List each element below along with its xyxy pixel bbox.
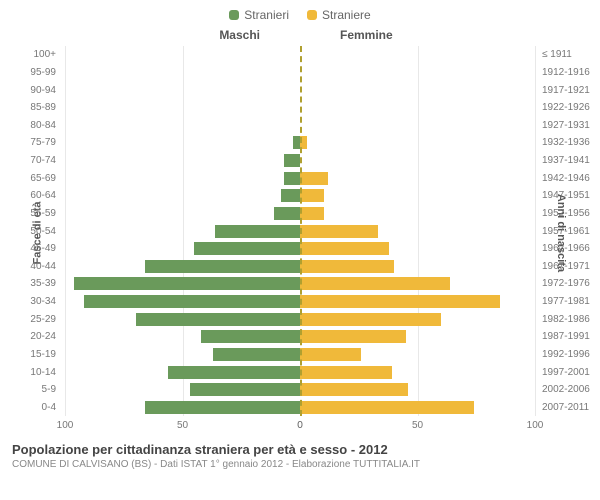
bar-row — [65, 363, 300, 381]
female-bar — [300, 330, 406, 343]
bar-row — [65, 240, 300, 258]
female-bar — [300, 401, 474, 414]
male-bar — [136, 313, 301, 326]
bar-row — [300, 152, 535, 170]
x-axis-left: 100500 — [65, 418, 300, 438]
bar-row — [65, 399, 300, 417]
female-bar — [300, 260, 394, 273]
bar-row — [65, 328, 300, 346]
legend: Stranieri Straniere — [10, 8, 590, 22]
male-header: Maschi — [219, 28, 260, 42]
female-bar — [300, 172, 328, 185]
bar-row — [300, 134, 535, 152]
bar-row — [65, 99, 300, 117]
male-bar — [293, 136, 300, 149]
legend-item-male: Stranieri — [229, 8, 289, 22]
bar-row — [300, 328, 535, 346]
bar-row — [300, 64, 535, 82]
female-bar — [300, 313, 441, 326]
bar-row — [65, 187, 300, 205]
x-tick: 50 — [177, 420, 188, 431]
gridline — [535, 46, 536, 416]
male-bar — [215, 225, 300, 238]
bar-row — [300, 81, 535, 99]
legend-swatch-male — [229, 10, 239, 20]
bar-row — [65, 310, 300, 328]
bar-row — [65, 169, 300, 187]
x-tick: 50 — [412, 420, 423, 431]
bar-row — [65, 64, 300, 82]
x-tick: 100 — [57, 420, 74, 431]
bar-row — [65, 293, 300, 311]
male-bar — [145, 401, 300, 414]
female-bar — [300, 189, 324, 202]
bar-row — [300, 258, 535, 276]
bar-row — [65, 222, 300, 240]
bar-row — [300, 169, 535, 187]
bar-row — [300, 399, 535, 417]
bar-row — [65, 152, 300, 170]
population-pyramid-chart: Stranieri Straniere Fasce di età Anni di… — [0, 0, 600, 500]
bar-row — [300, 99, 535, 117]
bar-row — [65, 81, 300, 99]
bar-row — [300, 205, 535, 223]
male-bar — [194, 242, 300, 255]
bar-row — [300, 222, 535, 240]
x-axis-right: 050100 — [300, 418, 535, 438]
female-bars — [300, 46, 535, 416]
bar-row — [65, 381, 300, 399]
bar-row — [65, 117, 300, 135]
bar-row — [300, 346, 535, 364]
male-bar — [145, 260, 300, 273]
male-bars — [65, 46, 300, 416]
male-bar — [213, 348, 300, 361]
female-bar — [300, 207, 324, 220]
bar-row — [65, 46, 300, 64]
bar-row — [300, 187, 535, 205]
legend-swatch-female — [307, 10, 317, 20]
bar-row — [65, 205, 300, 223]
bar-row — [300, 117, 535, 135]
female-bar — [300, 295, 500, 308]
male-bar — [284, 172, 300, 185]
male-bar — [281, 189, 300, 202]
male-bar — [74, 277, 300, 290]
female-header: Femmine — [340, 28, 393, 42]
bar-row — [300, 310, 535, 328]
male-bar — [190, 383, 300, 396]
chart-subtitle: COMUNE DI CALVISANO (BS) - Dati ISTAT 1°… — [12, 459, 588, 470]
bar-row — [300, 381, 535, 399]
x-tick: 100 — [527, 420, 544, 431]
male-bar — [284, 154, 300, 167]
chart-footer: Popolazione per cittadinanza straniera p… — [10, 438, 590, 470]
female-bar — [300, 366, 392, 379]
bar-row — [300, 46, 535, 64]
male-bar — [168, 366, 300, 379]
female-bar — [300, 242, 389, 255]
x-tick: 0 — [297, 420, 303, 431]
male-bar — [201, 330, 300, 343]
bar-row — [65, 346, 300, 364]
bar-row — [300, 293, 535, 311]
male-half: Maschi 100 50 0 — [10, 28, 300, 438]
center-axis-line — [300, 46, 302, 416]
female-bar — [300, 348, 361, 361]
legend-label-male: Stranieri — [244, 8, 289, 22]
bar-row — [65, 258, 300, 276]
bar-row — [65, 275, 300, 293]
female-bar — [300, 225, 378, 238]
bar-row — [300, 363, 535, 381]
bar-row — [300, 275, 535, 293]
plot-area: Fasce di età Anni di nascita 100+95-9990… — [10, 28, 590, 438]
female-bar — [300, 277, 450, 290]
female-bar — [300, 383, 408, 396]
legend-label-female: Straniere — [322, 8, 371, 22]
female-half: Femmine 0 50 100 — [300, 28, 590, 438]
male-bar — [84, 295, 300, 308]
chart-title: Popolazione per cittadinanza straniera p… — [12, 442, 588, 457]
male-bar — [274, 207, 300, 220]
legend-item-female: Straniere — [307, 8, 371, 22]
bar-row — [65, 134, 300, 152]
bar-row — [300, 240, 535, 258]
